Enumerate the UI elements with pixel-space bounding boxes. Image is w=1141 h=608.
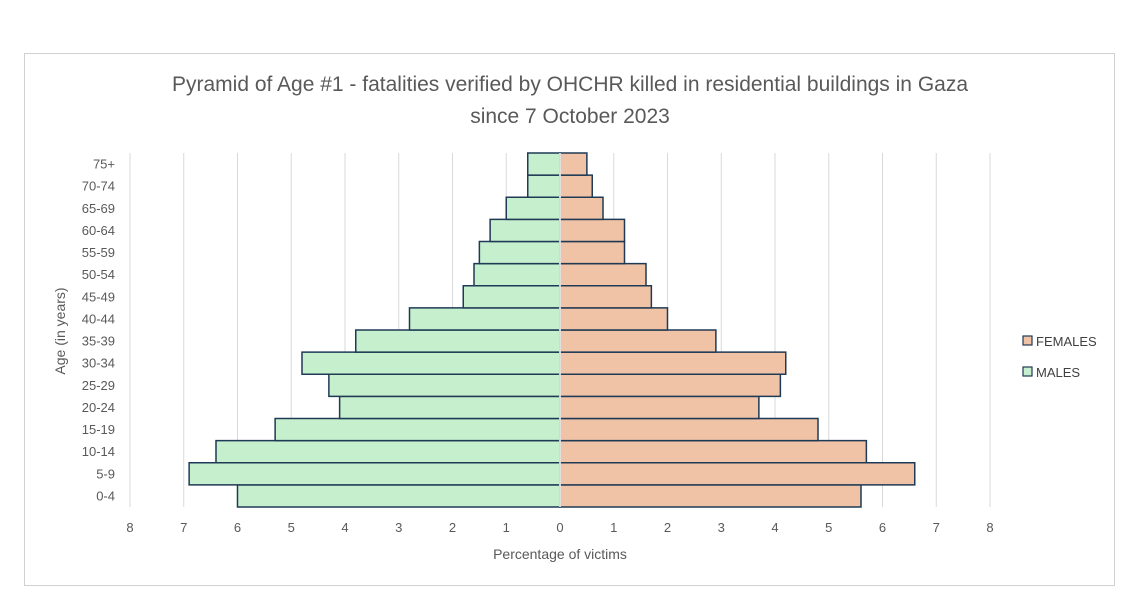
x-tick-label: 7 [180,520,187,535]
y-tick-label: 5-9 [96,466,115,481]
female-bar-75+ [559,152,588,176]
male-bar-55-59 [478,240,561,265]
legend-swatch-females [1022,335,1033,346]
x-tick-label: 8 [986,520,993,535]
legend-label-females: FEMALES [1036,334,1097,349]
male-bar-45-49 [462,285,561,309]
x-tick-label: 5 [288,520,295,535]
male-bar-20-24 [338,395,561,420]
y-tick-label: 30-34 [82,356,115,371]
y-tick-label: 75+ [93,157,115,172]
female-bar-50-54 [559,262,647,287]
male-bar-70-74 [527,174,561,198]
female-bar-65-69 [559,196,604,221]
y-tick-label: 70-74 [82,179,115,194]
male-bar-10-14 [215,439,561,464]
female-bar-30-34 [559,351,787,375]
x-tick-label: 5 [825,520,832,535]
female-bar-45-49 [559,285,653,309]
y-tick-label: 35-39 [82,334,115,349]
legend-label-males: MALES [1036,365,1080,380]
x-tick-label: 6 [234,520,241,535]
x-tick-labels: 8 7 6 5 4 3 2 1 0 1 2 3 4 5 6 7 8 [126,520,993,535]
female-bar-15-19 [559,417,819,442]
y-tick-label: 65-69 [82,201,115,216]
y-tick-label: 20-24 [82,400,115,415]
x-tick-label: 4 [771,520,778,535]
x-tick-label: 2 [664,520,671,535]
male-bar-60-64 [489,218,561,243]
chart-svg: Pyramid of Age #1 - fatalities verified … [52,73,1097,562]
male-bar-5-9 [188,462,561,486]
y-tick-label: 10-14 [82,444,115,459]
y-axis-title: Age (in years) [52,287,68,374]
x-tick-label: 3 [718,520,725,535]
female-bar-25-29 [559,373,782,398]
x-tick-label: 2 [449,520,456,535]
female-bar-70-74 [559,174,593,198]
x-tick-label: 1 [503,520,510,535]
female-bar-20-24 [559,395,760,420]
female-bar-35-39 [559,329,717,353]
male-bar-25-29 [328,373,561,398]
y-tick-label: 55-59 [82,245,115,260]
bars [188,152,916,508]
y-tick-label: 0-4 [96,488,115,503]
y-tick-label: 50-54 [82,267,115,282]
y-tick-label: 15-19 [82,422,115,437]
legend-swatch-males [1022,366,1033,377]
male-bar-15-19 [274,417,561,442]
female-bar-5-9 [559,462,916,486]
legend: FEMALES MALES [1022,334,1097,380]
x-tick-label: 6 [879,520,886,535]
x-tick-label: 4 [341,520,348,535]
x-axis-title: Percentage of victims [493,546,627,562]
x-tick-label: 0 [556,520,563,535]
y-tick-label: 60-64 [82,223,115,238]
y-tick-label: 45-49 [82,289,115,304]
chart-title-line: Pyramid of Age #1 - fatalities verified … [172,73,968,96]
male-bar-30-34 [301,351,561,375]
x-tick-label: 3 [395,520,402,535]
chart-title-line: since 7 October 2023 [470,105,670,128]
x-tick-label: 8 [126,520,133,535]
y-tick-label: 40-44 [82,311,115,326]
female-bar-10-14 [559,439,868,464]
chart-title: Pyramid of Age #1 - fatalities verified … [172,73,968,128]
male-bar-75+ [527,152,561,176]
female-bar-0-4 [559,484,862,508]
x-tick-label: 1 [610,520,617,535]
female-bar-40-44 [559,307,669,331]
male-bar-40-44 [408,307,561,331]
male-bar-65-69 [505,196,561,221]
male-bar-50-54 [473,262,561,287]
y-tick-label: 25-29 [82,378,115,393]
male-bar-35-39 [355,329,561,353]
chart-frame: Pyramid of Age #1 - fatalities verified … [24,53,1115,586]
male-bar-0-4 [236,484,561,508]
female-bar-55-59 [559,240,626,265]
female-bar-60-64 [559,218,626,243]
y-tick-labels: 0-4 5-9 10-14 15-19 20-24 25-29 30-34 35-39 40-4… [82,157,115,504]
x-tick-label: 7 [933,520,940,535]
